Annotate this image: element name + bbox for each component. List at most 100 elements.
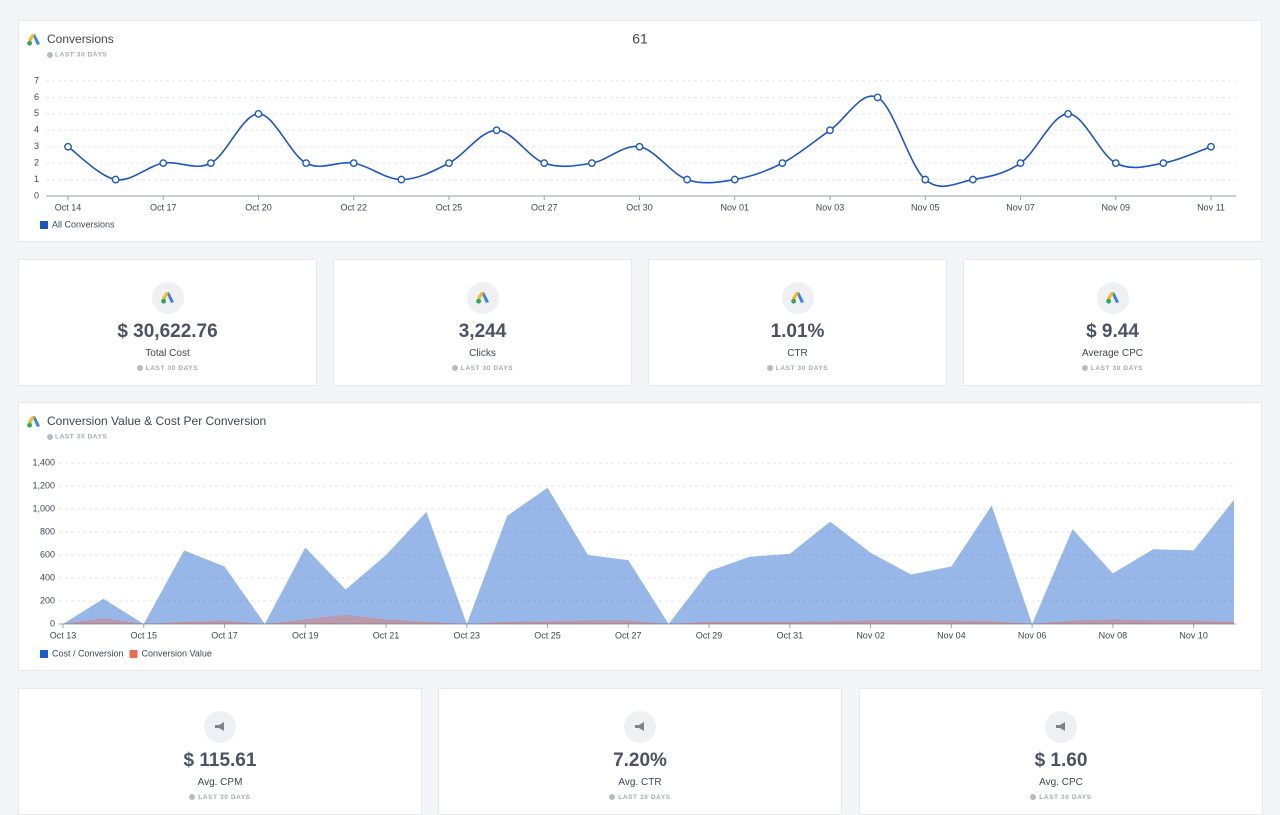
kpi-card: $ 115.61 Avg. CPM LAST 30 DAYS <box>18 688 422 815</box>
kpi-value: $ 1.60 <box>1034 750 1088 771</box>
x-tick-label: Oct 27 <box>531 202 558 212</box>
y-tick-label: 1,400 <box>32 457 55 467</box>
dashboard: Conversions LAST 30 DAYS 61 0 1 2 3 4 5 6 7 Oct 14 O… <box>0 0 1280 794</box>
x-tick-label: Oct 30 <box>626 202 653 212</box>
x-tick-label: Oct 17 <box>211 630 238 640</box>
point <box>683 175 692 184</box>
point <box>1111 159 1120 168</box>
y-tick-label: 800 <box>40 526 55 536</box>
x-tick-label: Oct 27 <box>615 630 642 640</box>
point <box>1159 159 1168 168</box>
point <box>397 175 406 184</box>
line <box>67 95 1212 188</box>
point <box>1064 109 1073 118</box>
point <box>302 159 311 168</box>
kpi-label: Total Cost <box>145 348 190 359</box>
point <box>492 126 501 135</box>
kpi-value: $ 30,622.76 <box>117 321 218 342</box>
x-tick-label: Oct 23 <box>454 630 481 640</box>
legend-swatch <box>129 650 138 658</box>
value-cost-panel: Conversion Value & Cost Per Conversion LA… <box>18 402 1262 671</box>
x-tick-label: Oct 25 <box>436 202 463 212</box>
kpi-value: $ 115.61 <box>183 750 257 771</box>
x-tick-label: Oct 25 <box>534 630 561 640</box>
point <box>64 142 72 151</box>
x-tick-label: Nov 01 <box>720 202 749 212</box>
legend-label: Cost / Conversion <box>52 648 124 658</box>
x-tick-label: Oct 29 <box>696 630 723 640</box>
card-icon <box>151 282 184 314</box>
period-icon <box>47 434 53 440</box>
kpi-label: Clicks <box>469 348 496 359</box>
x-tick-label: Nov 10 <box>1179 630 1208 640</box>
point <box>968 175 977 184</box>
kpi-value: 3,244 <box>458 321 507 342</box>
point <box>540 159 549 168</box>
y-tick-label: 400 <box>40 572 55 582</box>
x-tick-label: Nov 05 <box>911 202 940 212</box>
summary-value: 61 <box>632 31 648 47</box>
kpi-value: 1.01% <box>770 321 825 342</box>
x-tick-label: Oct 22 <box>340 202 367 212</box>
y-tick-label: 7 <box>34 75 39 85</box>
point <box>349 159 358 168</box>
y-tick-label: 3 <box>34 141 39 151</box>
chart-subtitle: LAST 30 DAYS <box>55 434 108 441</box>
kpi-label: Avg. CPC <box>1039 777 1083 788</box>
kpi-period: LAST 30 DAYS <box>649 365 946 372</box>
conversions-chart: Conversions LAST 30 DAYS 61 0 1 2 3 4 5 6 7 Oct 14 O… <box>27 31 1236 229</box>
period-icon <box>47 52 53 58</box>
kpi-value: $ 9.44 <box>1086 321 1139 342</box>
kpi-card: 1.01% CTR LAST 30 DAYS <box>648 259 947 386</box>
chart-title: Conversions <box>47 32 114 46</box>
point <box>730 175 739 184</box>
x-tick-label: Nov 07 <box>1006 202 1035 212</box>
x-tick-label: Oct 31 <box>777 630 804 640</box>
point <box>1016 159 1025 168</box>
legend-label: Conversion Value <box>142 648 212 658</box>
point <box>206 159 215 168</box>
x-tick-label: Oct 13 <box>50 630 77 640</box>
kpi-period: LAST 30 DAYS <box>334 365 631 372</box>
y-tick-label: 1,200 <box>32 480 55 490</box>
x-tick-label: Nov 06 <box>1018 630 1047 640</box>
area <box>63 487 1234 624</box>
conversions-panel: Conversions LAST 30 DAYS 61 0 1 2 3 4 5 6 7 Oct 14 O… <box>18 20 1262 242</box>
x-tick-label: Nov 03 <box>816 202 845 212</box>
point <box>159 159 168 168</box>
kpi-label: Avg. CTR <box>618 777 662 788</box>
chart-subtitle: LAST 30 DAYS <box>55 52 108 59</box>
kpi-value: 7.20% <box>613 750 667 771</box>
point <box>587 159 596 168</box>
point <box>445 159 453 168</box>
x-tick-label: Oct 14 <box>55 202 82 212</box>
x-tick-label: Nov 08 <box>1099 630 1128 640</box>
y-tick-label: 6 <box>34 92 39 102</box>
kpi-period: LAST 30 DAYS <box>439 794 841 801</box>
legend-swatch <box>40 221 48 229</box>
card-icon <box>624 711 656 743</box>
point <box>921 175 930 184</box>
y-tick-label: 0 <box>34 190 39 200</box>
kpi-label: CTR <box>787 348 808 359</box>
value-cost-chart: Conversion Value & Cost Per Conversion LA… <box>27 414 1236 658</box>
card-icon <box>1045 711 1077 743</box>
kpi-card: $ 9.44 Average CPC LAST 30 DAYS <box>963 259 1262 386</box>
x-tick-label: Oct 19 <box>292 630 319 640</box>
x-tick-label: Oct 21 <box>373 630 400 640</box>
y-tick-label: 2 <box>34 158 39 168</box>
y-tick-label: 200 <box>40 595 55 605</box>
x-tick-label: Nov 09 <box>1101 202 1130 212</box>
kpi-label: Avg. CPM <box>197 777 243 788</box>
x-tick-label: Oct 15 <box>131 630 158 640</box>
point <box>826 126 834 135</box>
kpi-period: LAST 30 DAYS <box>19 365 316 372</box>
x-tick-label: Oct 20 <box>245 202 272 212</box>
kpi-card: 7.20% Avg. CTR LAST 30 DAYS <box>438 688 842 815</box>
point <box>778 159 787 168</box>
card-icon <box>1096 282 1129 314</box>
point <box>873 93 882 102</box>
y-tick-label: 4 <box>34 125 39 135</box>
chart-title: Conversion Value & Cost Per Conversion <box>47 414 266 428</box>
kpi-period: LAST 30 DAYS <box>19 794 421 801</box>
